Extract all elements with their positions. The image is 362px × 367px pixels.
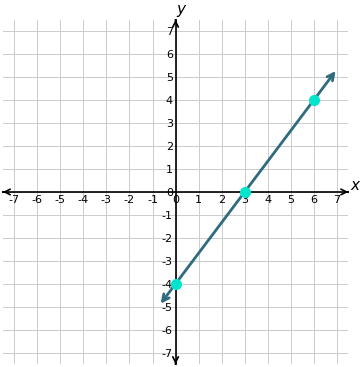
Text: y: y xyxy=(177,2,186,17)
Text: x: x xyxy=(351,178,360,193)
